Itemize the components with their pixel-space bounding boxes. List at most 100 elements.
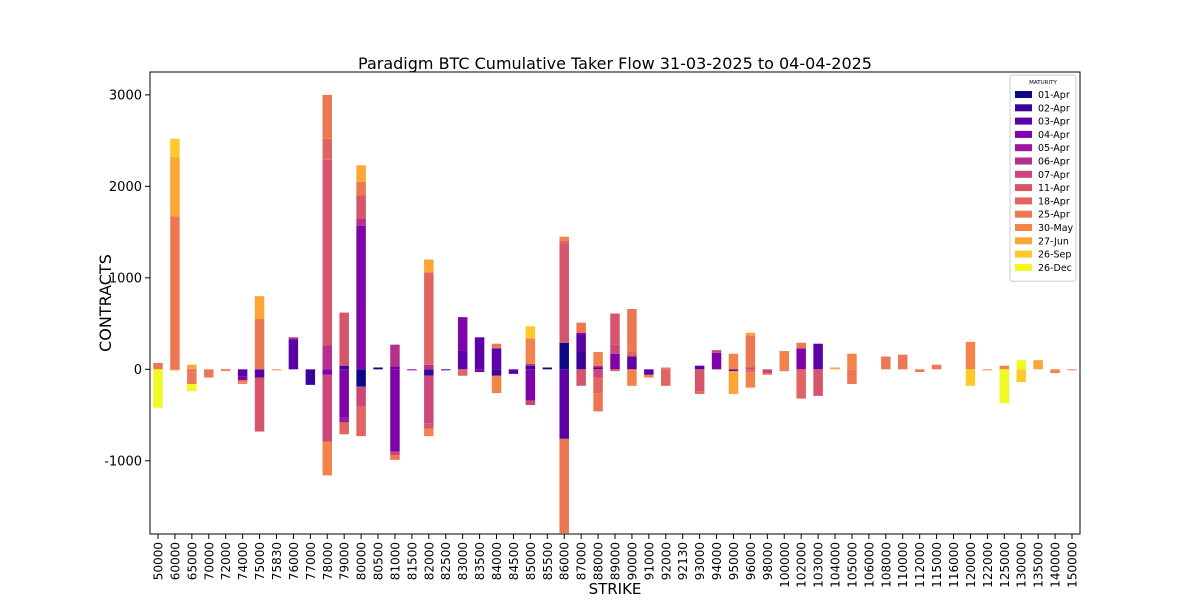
bar-segment bbox=[271, 369, 282, 371]
x-tick-label: 70000 bbox=[202, 542, 216, 580]
bar-segment bbox=[762, 372, 773, 375]
bar-segment bbox=[644, 374, 654, 378]
bar-segment bbox=[424, 272, 434, 365]
bar-segment bbox=[999, 365, 1010, 370]
x-tick-label: 82500 bbox=[439, 542, 453, 580]
x-tick-label: 65000 bbox=[185, 542, 199, 580]
bar-segment bbox=[576, 332, 586, 335]
bar-segment bbox=[254, 377, 265, 432]
bar-segment bbox=[339, 312, 349, 366]
bar-segment bbox=[424, 375, 434, 424]
bar-segment bbox=[847, 353, 857, 370]
bar-segment bbox=[474, 337, 485, 370]
bar-segment bbox=[779, 369, 789, 372]
bar-segment bbox=[559, 438, 569, 534]
bar-segment bbox=[525, 365, 536, 370]
bar-segment bbox=[356, 369, 366, 387]
bar-segment bbox=[728, 369, 739, 372]
bar-segment bbox=[525, 326, 536, 339]
bar-segment bbox=[813, 343, 823, 370]
bar-segment bbox=[576, 369, 586, 386]
x-tick-label: 150000 bbox=[1066, 542, 1080, 588]
bar-segment bbox=[322, 345, 332, 370]
bar-segment bbox=[745, 372, 756, 388]
bar-segment bbox=[254, 319, 265, 370]
legend-title: MATURITY bbox=[1029, 80, 1057, 86]
bar-segment bbox=[559, 369, 569, 439]
bar-segment bbox=[593, 393, 603, 412]
bar-segment bbox=[339, 365, 349, 370]
bar-segment bbox=[627, 369, 637, 386]
y-tick-label: 0 bbox=[134, 363, 142, 378]
bar-segment bbox=[254, 369, 265, 378]
bar-segment bbox=[508, 369, 519, 374]
x-tick-label: 115000 bbox=[930, 542, 944, 588]
bar-segment bbox=[627, 308, 637, 352]
bar-segment bbox=[491, 369, 502, 376]
chart-title: Paradigm BTC Cumulative Taker Flow 31-03… bbox=[358, 54, 872, 73]
legend-swatch bbox=[1015, 250, 1032, 258]
bar-segment bbox=[694, 369, 705, 392]
bar-segment bbox=[694, 391, 705, 395]
legend-entry: 25-Apr bbox=[1038, 210, 1070, 221]
bar-segment bbox=[424, 259, 434, 273]
x-tick-label: 110000 bbox=[896, 542, 910, 588]
bar-segment bbox=[627, 356, 637, 370]
bar-segment bbox=[339, 417, 349, 423]
x-tick-label: 80500 bbox=[372, 542, 386, 580]
x-tick-label: 75830 bbox=[270, 542, 284, 580]
legend-entry: 18-Apr bbox=[1038, 196, 1070, 207]
bar-segment bbox=[593, 351, 603, 366]
bar-segment bbox=[373, 367, 383, 370]
bar-segment bbox=[593, 365, 603, 368]
x-tick-label: 108000 bbox=[879, 542, 893, 588]
legend-swatch bbox=[1015, 224, 1032, 231]
x-tick-label: 125000 bbox=[998, 542, 1012, 588]
bar-segment bbox=[170, 216, 180, 370]
bar-segment bbox=[914, 369, 925, 373]
x-tick-label: 84000 bbox=[490, 542, 504, 580]
x-tick-label: 80000 bbox=[355, 542, 369, 580]
legend-swatch bbox=[1015, 237, 1032, 245]
bar-segment bbox=[356, 165, 366, 182]
bar-segment bbox=[711, 350, 722, 353]
bar-segment bbox=[187, 369, 197, 372]
bar-segment bbox=[796, 369, 806, 399]
bar-segment bbox=[356, 218, 366, 226]
bar-segment bbox=[424, 428, 434, 437]
bar-segment bbox=[356, 195, 366, 219]
bar-segment bbox=[881, 356, 891, 370]
bar-segment bbox=[559, 236, 569, 241]
bar-segment bbox=[762, 369, 773, 373]
x-tick-label: 84500 bbox=[507, 542, 521, 580]
x-tick-label: 91000 bbox=[642, 542, 656, 580]
bar-segment bbox=[965, 369, 976, 386]
x-tick-label: 83000 bbox=[456, 542, 470, 580]
legend-swatch bbox=[1015, 170, 1032, 178]
bar-segment bbox=[525, 369, 536, 401]
bar-segment bbox=[999, 369, 1010, 404]
bar-segment bbox=[559, 243, 569, 343]
bar-segment bbox=[390, 344, 400, 367]
bar-segment bbox=[356, 181, 366, 196]
x-tick-label: 135000 bbox=[1032, 542, 1046, 588]
bar-segment bbox=[661, 367, 671, 370]
bar-segment bbox=[356, 225, 366, 370]
legend-swatch bbox=[1015, 144, 1032, 152]
bar-segment bbox=[779, 351, 789, 370]
legend-entry: 02-Apr bbox=[1038, 103, 1070, 114]
x-tick-label: 95000 bbox=[727, 542, 741, 580]
bar-segment bbox=[457, 369, 468, 376]
bar-segment bbox=[813, 369, 823, 396]
x-tick-label: 90000 bbox=[625, 542, 639, 580]
bar-segment bbox=[220, 370, 231, 372]
legend-swatch bbox=[1015, 197, 1032, 205]
bar-segment bbox=[441, 369, 451, 371]
bar-segment bbox=[254, 296, 265, 320]
bar-segment bbox=[322, 159, 332, 346]
bar-segment bbox=[237, 382, 248, 384]
bar-segment bbox=[322, 374, 332, 442]
bar-segment bbox=[745, 367, 756, 370]
bar-segment bbox=[170, 369, 180, 371]
